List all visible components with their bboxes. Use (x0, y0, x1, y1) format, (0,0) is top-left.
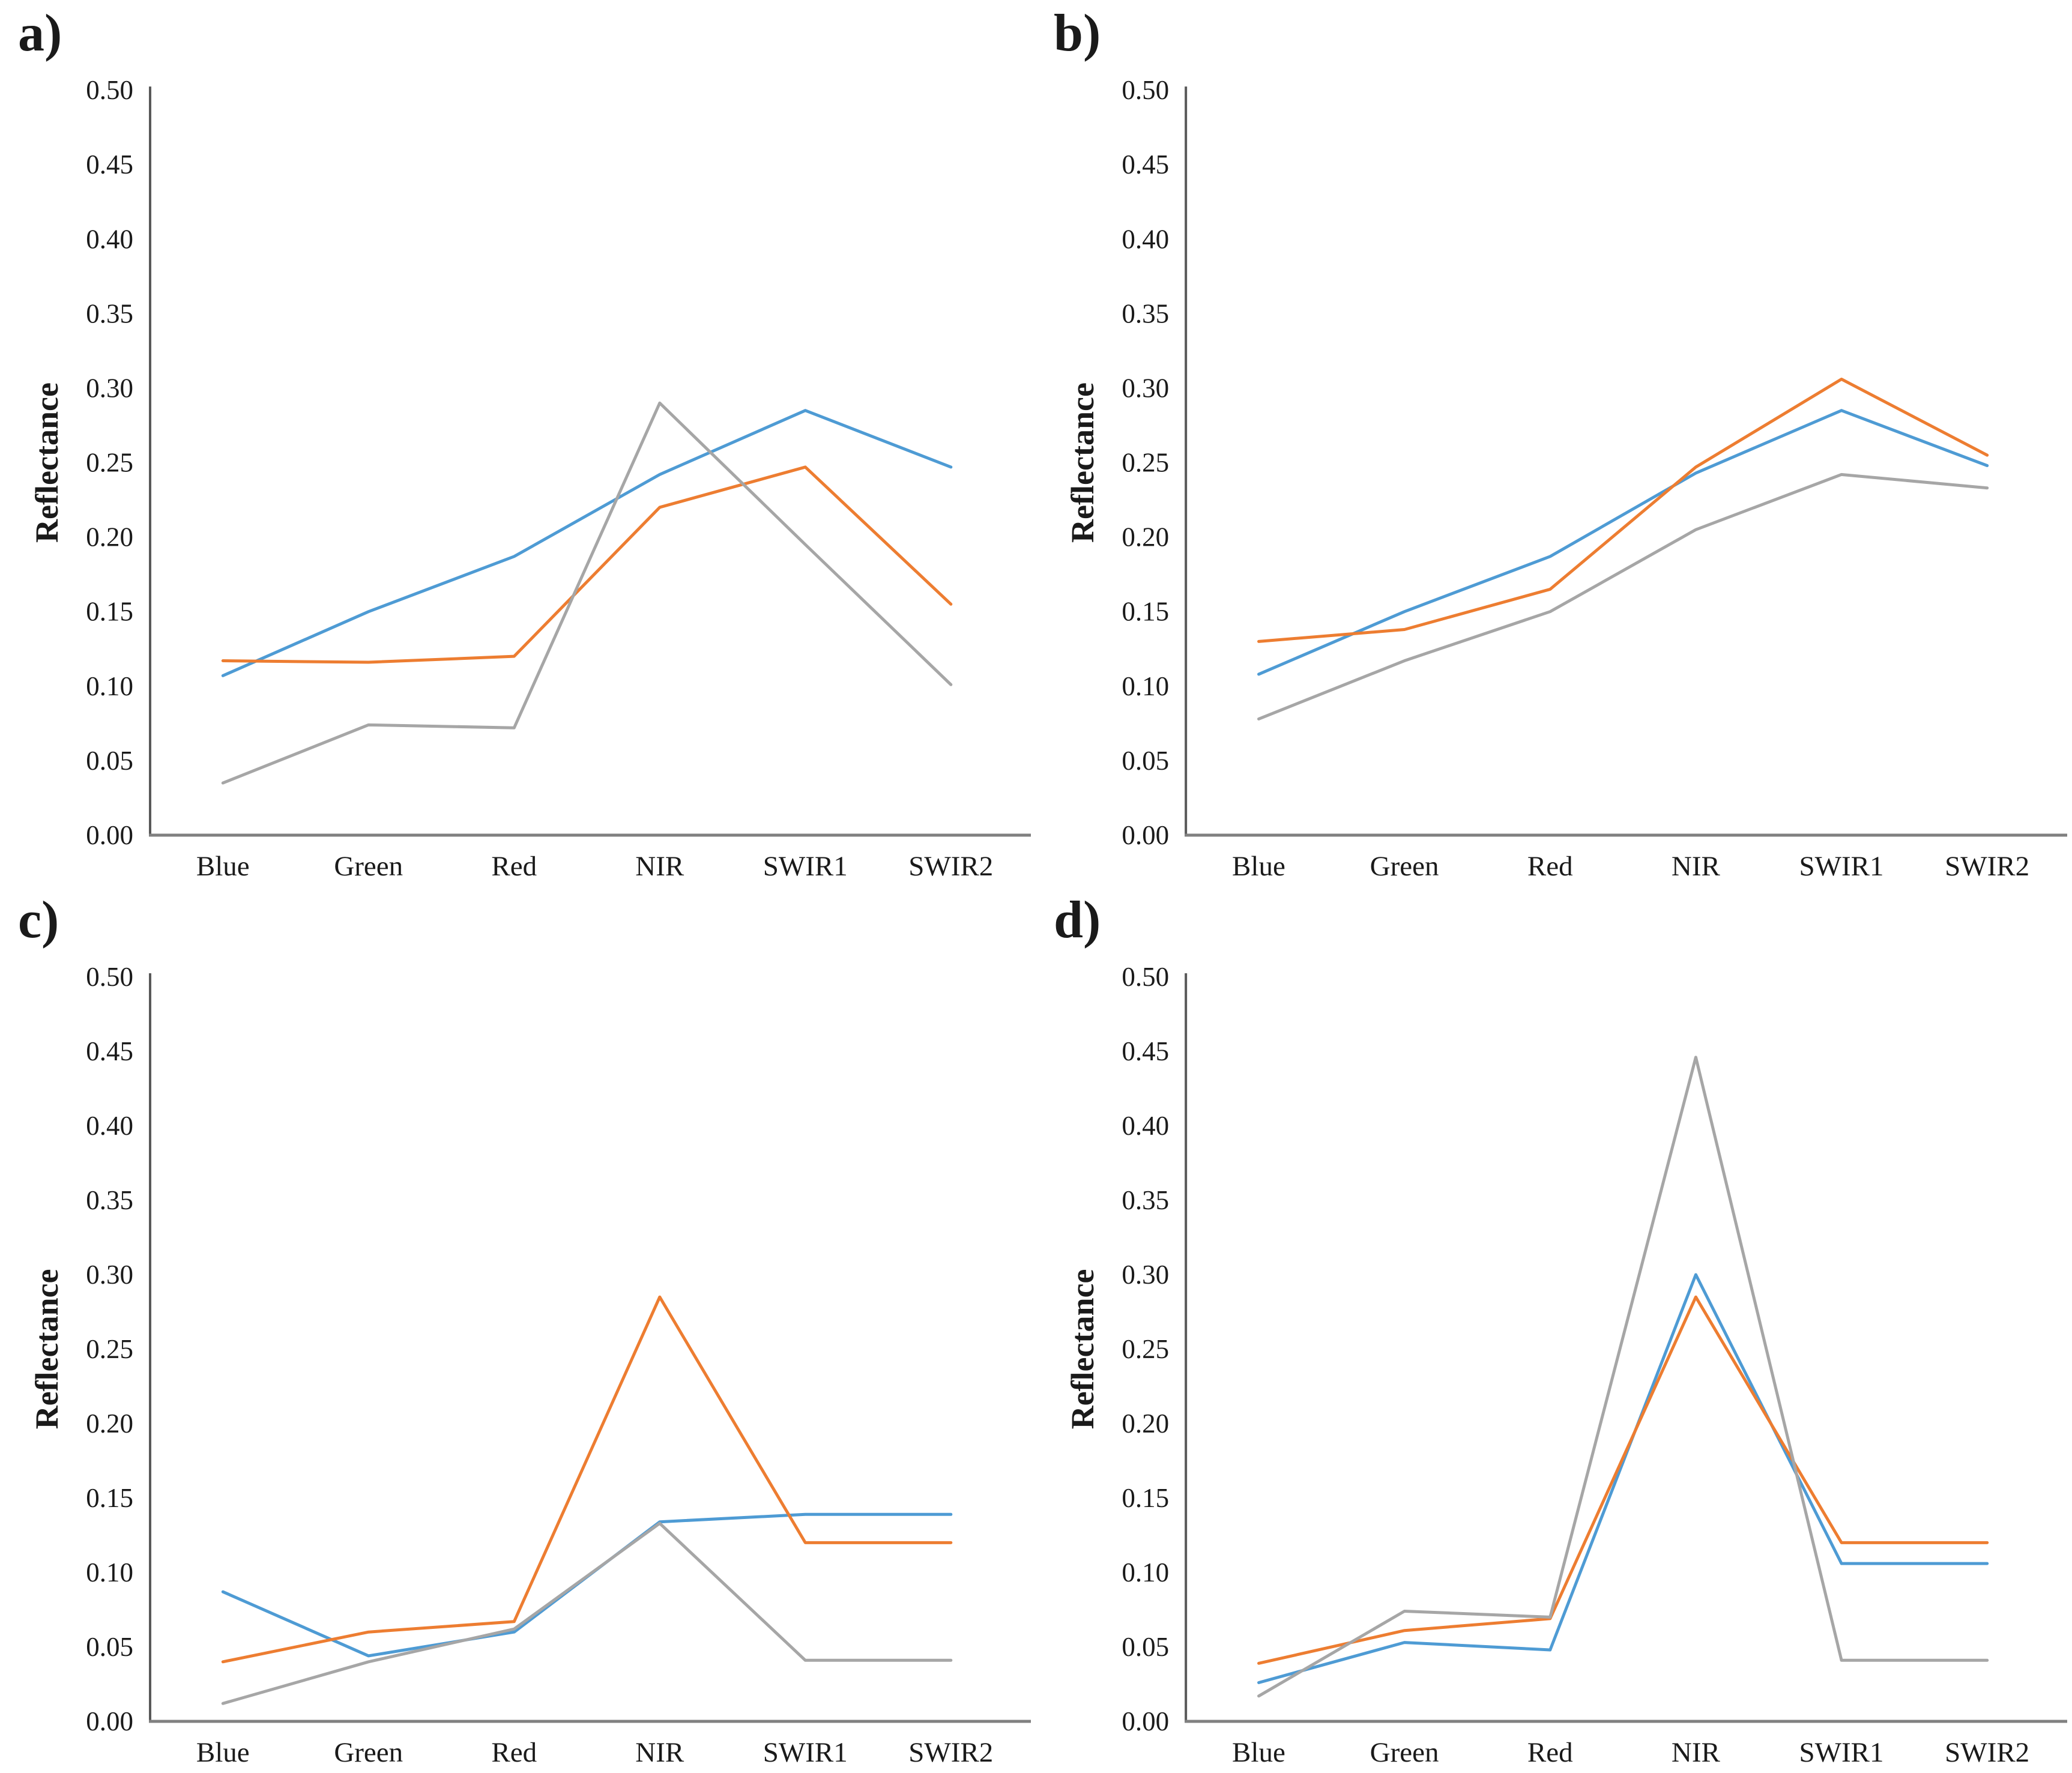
x-category-label: SWIR2 (1945, 1737, 2029, 1768)
y-tick-label: 0.50 (1122, 962, 1169, 992)
y-tick-label: 0.35 (86, 1185, 133, 1215)
series-line-orange (221, 465, 953, 664)
x-category-label: Blue (196, 1737, 250, 1768)
y-tick-label: 0.25 (1122, 448, 1169, 478)
x-category-label: NIR (635, 1737, 684, 1768)
series-line-orange (1257, 1295, 1989, 1665)
series-line-blue (1257, 409, 1989, 676)
y-tick-label: 0.00 (1122, 1706, 1169, 1736)
y-tick-label: 0.40 (1122, 224, 1169, 254)
y-tick-label: 0.35 (1122, 298, 1169, 328)
x-category-label: SWIR2 (908, 1737, 993, 1768)
x-category-label: Blue (1232, 851, 1285, 882)
x-category-label: Red (491, 1737, 537, 1768)
y-tick-label: 0.40 (86, 1111, 133, 1141)
series-line-gray (221, 401, 953, 785)
y-tick-label: 0.30 (86, 1260, 133, 1290)
y-tick-label: 0.10 (1122, 1557, 1169, 1587)
x-category-label: SWIR1 (763, 1737, 848, 1768)
y-tick-label: 0.50 (1122, 75, 1169, 105)
y-tick-label: 0.10 (86, 671, 133, 701)
panel-b-label: b) (1054, 4, 1101, 62)
x-category-label: SWIR2 (908, 851, 993, 882)
y-tick-label: 0.20 (1122, 1409, 1169, 1439)
x-category-label: Red (1527, 851, 1573, 882)
y-axis-title: Reflectance (29, 1269, 65, 1430)
series-line-orange (1257, 378, 1989, 643)
x-category-label: Red (491, 851, 537, 882)
y-tick-label: 0.15 (1122, 1483, 1169, 1513)
y-tick-label: 0.40 (86, 224, 133, 254)
x-category-label: Blue (1232, 1737, 1285, 1768)
y-tick-label: 0.50 (86, 962, 133, 992)
chart-b: 0.00 0.05 0.10 0.15 0.20 0.25 0.30 0.35 0.40 0.45… (1065, 75, 2067, 882)
panel-a-label: a) (18, 4, 62, 62)
series-line-gray (221, 1521, 953, 1705)
y-tick-label: 0.35 (86, 298, 133, 328)
panel-d: d) 0.00 0.05 0.10 0.15 0.20 0.25 0.30 0.35 0.40 0… (1036, 887, 2072, 1773)
y-tick-label: 0.30 (1122, 1260, 1169, 1290)
x-category-label: Green (334, 851, 403, 882)
panel-a: a) 0.00 0.05 0.10 0.15 0.20 0.25 0.30 0.35 0.40 0… (0, 0, 1036, 887)
x-category-label: SWIR1 (1799, 851, 1884, 882)
x-category-label: SWIR1 (1799, 1737, 1884, 1768)
y-tick-label: 0.05 (86, 1632, 133, 1662)
y-tick-label: 0.30 (1122, 373, 1169, 403)
y-axis-title: Reflectance (1065, 382, 1101, 543)
y-tick-label: 0.05 (86, 746, 133, 776)
y-tick-label: 0.45 (86, 1036, 133, 1066)
y-tick-label: 0.25 (86, 448, 133, 478)
series-line-gray (1257, 473, 1989, 720)
x-category-label: SWIR1 (763, 851, 848, 882)
y-tick-label: 0.30 (86, 373, 133, 403)
x-category-label: Blue (196, 851, 250, 882)
y-tick-label: 0.15 (86, 597, 133, 627)
y-tick-label: 0.00 (86, 1706, 133, 1736)
y-tick-label: 0.40 (1122, 1111, 1169, 1141)
y-tick-label: 0.15 (1122, 597, 1169, 627)
panel-c: c) 0.00 0.05 0.10 0.15 0.20 0.25 0.30 0.35 0.40 0… (0, 887, 1036, 1773)
y-tick-label: 0.45 (1122, 150, 1169, 180)
x-category-label: SWIR2 (1945, 851, 2029, 882)
panel-d-label: d) (1054, 891, 1101, 949)
y-tick-label: 0.10 (86, 1557, 133, 1587)
panel-c-label: c) (18, 891, 59, 949)
chart-c: 0.00 0.05 0.10 0.15 0.20 0.25 0.30 0.35 0.40 0.45… (29, 962, 1031, 1768)
x-category-label: Green (1370, 1737, 1439, 1768)
y-tick-label: 0.20 (86, 522, 133, 552)
series-line-blue (221, 1512, 953, 1658)
y-tick-label: 0.10 (1122, 671, 1169, 701)
y-tick-label: 0.45 (86, 150, 133, 180)
y-tick-label: 0.15 (86, 1483, 133, 1513)
x-category-label: Green (334, 1737, 403, 1768)
y-tick-label: 0.00 (1122, 820, 1169, 850)
x-category-label: Green (1370, 851, 1439, 882)
chart-d: 0.00 0.05 0.10 0.15 0.20 0.25 0.30 0.35 0.40 0.45… (1065, 962, 2067, 1768)
y-tick-label: 0.20 (1122, 522, 1169, 552)
series-line-orange (221, 1295, 953, 1664)
y-tick-label: 0.05 (1122, 746, 1169, 776)
y-tick-label: 0.20 (86, 1409, 133, 1439)
chart-a: 0.00 0.05 0.10 0.15 0.20 0.25 0.30 0.35 0.40 0.45… (29, 75, 1031, 882)
series-line-gray (1257, 1056, 1989, 1698)
y-tick-label: 0.05 (1122, 1632, 1169, 1662)
y-tick-label: 0.25 (86, 1334, 133, 1364)
y-tick-label: 0.00 (86, 820, 133, 850)
x-category-label: Red (1527, 1737, 1573, 1768)
y-tick-label: 0.50 (86, 75, 133, 105)
x-category-label: NIR (1672, 851, 1721, 882)
series-line-blue (1257, 1273, 1989, 1684)
x-category-label: NIR (1672, 1737, 1721, 1768)
x-category-label: NIR (635, 851, 684, 882)
y-tick-label: 0.45 (1122, 1036, 1169, 1066)
y-tick-label: 0.35 (1122, 1185, 1169, 1215)
y-axis-title: Reflectance (29, 382, 65, 543)
y-tick-label: 0.25 (1122, 1334, 1169, 1364)
y-axis-title: Reflectance (1065, 1269, 1101, 1430)
series-line-blue (221, 409, 953, 677)
panel-b: b) 0.00 0.05 0.10 0.15 0.20 0.25 0.30 0.35 0.40 0… (1036, 0, 2072, 887)
